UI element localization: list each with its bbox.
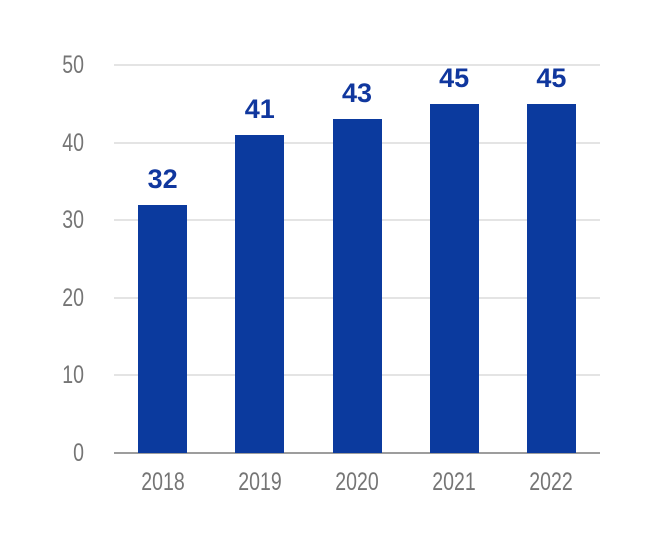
bar-2021 — [429, 103, 479, 453]
y-tick-label: 0 — [73, 439, 84, 467]
bar-value-label: 45 — [536, 62, 567, 93]
y-tick-label: 50 — [62, 51, 84, 79]
x-tick-label: 2019 — [238, 468, 282, 496]
x-tick-label: 2018 — [140, 468, 185, 496]
x-tick-label: 2022 — [529, 468, 574, 496]
bar-2018 — [138, 204, 188, 453]
bar-value-label: 32 — [147, 163, 178, 194]
bar-2019 — [235, 134, 285, 453]
y-tick-label: 40 — [62, 128, 84, 157]
bar-2022 — [526, 103, 576, 453]
x-tick-label: 2020 — [335, 468, 379, 496]
y-tick-label: 20 — [62, 283, 84, 312]
x-tick-label: 2021 — [432, 468, 476, 496]
y-tick-label: 30 — [62, 206, 84, 235]
bar-2020 — [332, 119, 382, 453]
bar-value-label: 43 — [341, 78, 373, 109]
y-tick-label: 10 — [62, 361, 84, 390]
x-axis-line — [114, 452, 600, 454]
bar-value-label: 45 — [439, 62, 470, 93]
y-gridline — [114, 64, 600, 66]
bar-value-label: 41 — [244, 93, 275, 124]
